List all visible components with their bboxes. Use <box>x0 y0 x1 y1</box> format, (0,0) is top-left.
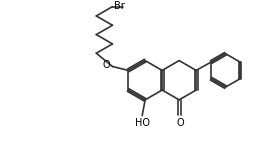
Text: HO: HO <box>135 119 150 128</box>
Text: O: O <box>176 118 184 127</box>
Text: Br: Br <box>114 1 125 11</box>
Text: O: O <box>103 60 111 71</box>
